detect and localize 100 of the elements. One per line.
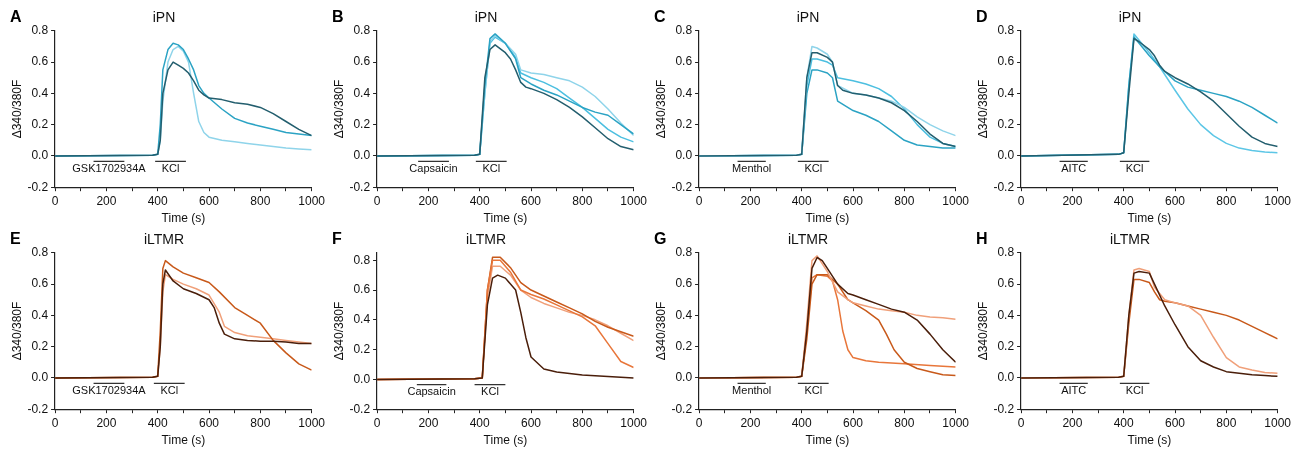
x-axis-title: Time (s) <box>1127 211 1172 226</box>
x-tick-label: 200 <box>1062 193 1083 208</box>
y-tick-label: 0.0 <box>997 148 1015 163</box>
series-label: KCl <box>161 161 180 174</box>
x-tick-label: 200 <box>96 415 117 430</box>
x-axis-title: Time (s) <box>805 433 850 448</box>
chart-title: iLTMR <box>1109 231 1151 248</box>
x-tick-label: 400 <box>147 415 169 430</box>
x-tick-label: 0 <box>1017 193 1025 208</box>
chart-title: iPN <box>796 9 820 26</box>
x-tick-label: 600 <box>843 415 864 430</box>
x-axis-title: Time (s) <box>1127 433 1172 448</box>
y-tick-label: 0.8 <box>675 23 693 38</box>
y-tick-label: -0.2 <box>349 179 371 194</box>
y-tick-label: 0.4 <box>31 307 49 322</box>
y-tick-label: 0.6 <box>353 54 371 69</box>
x-tick-label: 800 <box>572 193 593 208</box>
x-tick-label: 600 <box>1165 415 1186 430</box>
y-tick-label: 0.6 <box>997 276 1015 291</box>
x-axis-title: Time (s) <box>483 211 528 226</box>
x-axis-title: Time (s) <box>805 211 850 226</box>
x-tick-label: 800 <box>1216 415 1237 430</box>
y-tick-label: 0.8 <box>353 23 371 38</box>
y-axis-title: Δ340/380F <box>653 79 668 139</box>
series-label: Menthol <box>732 161 772 174</box>
series-label: KCl <box>482 161 501 174</box>
x-tick-label: 0 <box>695 193 703 208</box>
y-tick-label: 0.8 <box>997 23 1015 38</box>
x-tick-label: 800 <box>1216 193 1237 208</box>
series-label: KCl <box>160 383 179 396</box>
y-tick-label: 0.8 <box>997 245 1015 260</box>
x-tick-label: 200 <box>1062 415 1083 430</box>
series-label: Capsaicin <box>409 161 458 174</box>
x-tick-label: 400 <box>1113 415 1135 430</box>
x-tick-label: 800 <box>250 415 271 430</box>
y-axis-title: Δ340/380F <box>653 301 668 361</box>
y-tick-label: 0.2 <box>675 338 693 353</box>
chart-title: iPN <box>474 9 498 26</box>
series-label: KCl <box>1125 383 1144 396</box>
y-tick-label: 0.2 <box>353 341 371 356</box>
x-tick-label: 1000 <box>298 415 326 430</box>
x-tick-label: 200 <box>96 193 117 208</box>
x-tick-label: 400 <box>791 415 813 430</box>
y-axis-title: Δ340/380F <box>9 301 24 361</box>
x-tick-label: 200 <box>740 193 761 208</box>
x-tick-label: 400 <box>791 193 813 208</box>
y-tick-label: -0.2 <box>993 179 1015 194</box>
series-label: KCl <box>1125 161 1144 174</box>
x-tick-label: 600 <box>843 193 864 208</box>
chart-title: iLTMR <box>787 231 829 248</box>
y-tick-label: 0.2 <box>997 116 1015 131</box>
x-tick-label: 0 <box>695 415 703 430</box>
y-tick-label: 0.2 <box>997 338 1015 353</box>
y-tick-label: 0.4 <box>353 312 371 327</box>
x-tick-label: 800 <box>572 415 593 430</box>
x-tick-label: 600 <box>1165 193 1186 208</box>
x-axis-title: Time (s) <box>161 433 206 448</box>
y-tick-label: -0.2 <box>349 401 371 416</box>
y-tick-label: 0.6 <box>997 54 1015 69</box>
y-tick-label: 0.6 <box>353 282 371 297</box>
y-tick-label: 0.2 <box>31 338 49 353</box>
y-tick-label: 0.8 <box>675 245 693 260</box>
y-tick-label: -0.2 <box>27 179 49 194</box>
x-tick-label: 600 <box>521 193 542 208</box>
x-tick-label: 400 <box>469 193 491 208</box>
x-tick-label: 600 <box>521 415 542 430</box>
y-tick-label: 0.8 <box>31 245 49 260</box>
x-tick-label: 1000 <box>942 193 970 208</box>
y-tick-label: 0.0 <box>675 370 693 385</box>
x-tick-label: 800 <box>894 193 915 208</box>
x-tick-label: 1000 <box>942 415 970 430</box>
x-tick-label: 0 <box>373 193 381 208</box>
x-tick-label: 200 <box>418 415 439 430</box>
series-label: GSK1702934A <box>72 383 147 396</box>
series-label: AITC <box>1061 383 1087 396</box>
y-tick-label: -0.2 <box>993 401 1015 416</box>
y-axis-title: Δ340/380F <box>975 79 990 139</box>
y-tick-label: 0.4 <box>997 307 1015 322</box>
y-tick-label: 0.8 <box>31 23 49 38</box>
y-tick-label: 0.6 <box>675 276 693 291</box>
y-tick-label: 0.2 <box>675 116 693 131</box>
x-tick-label: 1000 <box>1264 193 1292 208</box>
series-label: KCl <box>481 385 499 398</box>
y-tick-label: 0.0 <box>675 148 693 163</box>
y-tick-label: 0.4 <box>675 307 693 322</box>
text: F <box>332 230 342 248</box>
text: B <box>332 8 344 26</box>
series-label: KCl <box>804 383 823 396</box>
y-tick-label: 0.4 <box>997 85 1015 100</box>
x-tick-label: 400 <box>147 193 169 208</box>
y-axis-title: Δ340/380F <box>975 301 990 361</box>
x-tick-label: 400 <box>1113 193 1135 208</box>
x-tick-label: 1000 <box>620 415 648 430</box>
chart-title: iLTMR <box>465 231 507 248</box>
chart-title: iPN <box>1118 9 1142 26</box>
chart-title: iLTMR <box>143 231 185 248</box>
y-tick-label: 0.0 <box>997 370 1015 385</box>
series-label: Capsaicin <box>407 385 456 398</box>
text: H <box>976 230 988 248</box>
y-axis-title: Δ340/380F <box>331 79 346 139</box>
